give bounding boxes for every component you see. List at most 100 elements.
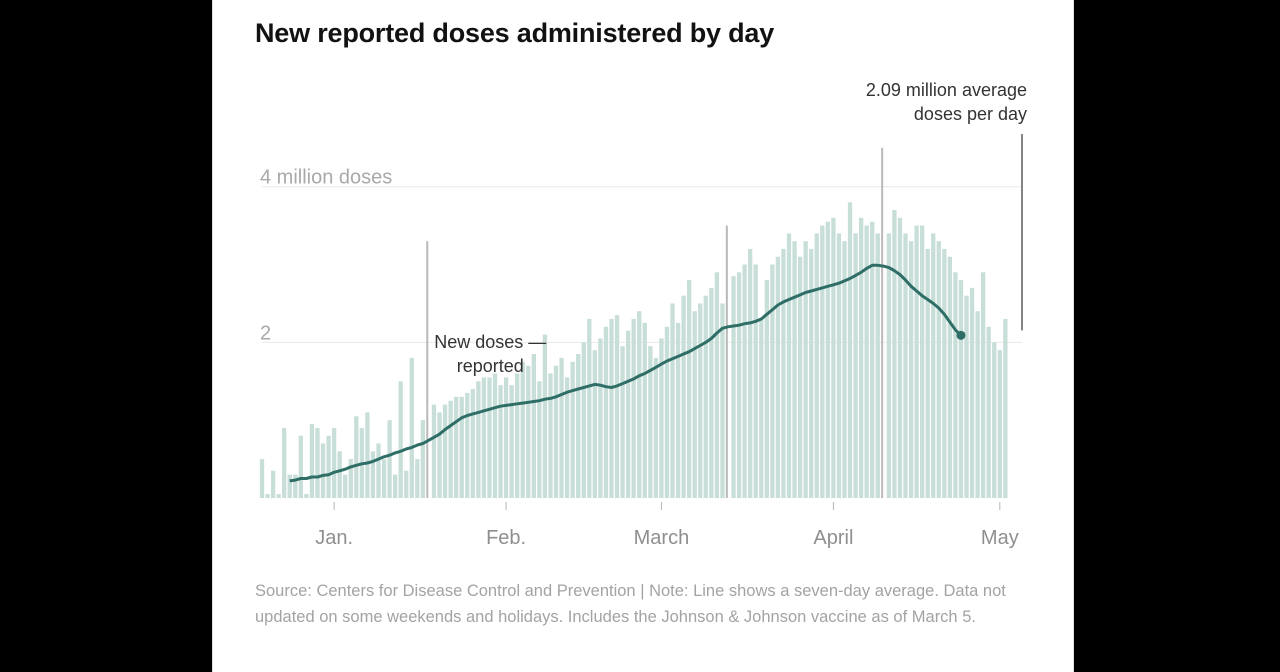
- bar-day-52: [548, 373, 553, 498]
- bar-day-123: [942, 248, 947, 498]
- y-tick-label-1: 4 million doses: [260, 167, 392, 189]
- bar-day-120: [925, 248, 930, 498]
- bar-day-14: [337, 451, 342, 498]
- bar-day-29: [420, 420, 426, 498]
- bar-day-79: [698, 303, 703, 498]
- bar-day-4: [282, 427, 287, 498]
- peak-note-line-1: doses per day: [914, 104, 1027, 124]
- average-line: [289, 263, 963, 483]
- bar-day-97: [797, 256, 803, 498]
- bar-day-38: [470, 389, 475, 498]
- bar-day-103: [831, 217, 836, 498]
- bar-day-73: [664, 326, 670, 498]
- bar-day-72: [659, 338, 664, 498]
- bar-day-66: [625, 330, 631, 498]
- bar-day-44: [503, 377, 509, 498]
- bar-day-2: [270, 470, 276, 498]
- chart-title: New reported doses administered by day: [255, 18, 775, 48]
- bar-day-83: [720, 303, 725, 498]
- bar-day-16: [348, 459, 353, 498]
- bar-day-20: [370, 451, 376, 498]
- bar-day-100: [814, 233, 819, 499]
- bar-day-59: [587, 319, 592, 498]
- bar-day-40: [481, 377, 487, 498]
- series-note-line-1: reported: [457, 356, 524, 376]
- bar-day-69: [642, 322, 647, 498]
- bar-day-19: [365, 412, 370, 498]
- bar-day-41: [487, 377, 492, 498]
- bar-day-34: [448, 400, 453, 498]
- bar-day-56: [570, 361, 575, 498]
- bar-day-33: [442, 404, 448, 498]
- bar-day-65: [620, 346, 625, 498]
- bar-day-35: [454, 396, 459, 498]
- bar-day-42: [492, 373, 498, 498]
- bar-day-87: [742, 264, 747, 498]
- bar-day-63: [609, 319, 614, 498]
- bar-day-85: [731, 276, 736, 498]
- bar-day-112: [881, 147, 884, 499]
- bar-day-91: [764, 280, 769, 498]
- source-note: Source: Centers for Disease Control and …: [255, 582, 1006, 626]
- bar-day-80: [703, 295, 708, 498]
- bar-day-96: [792, 241, 797, 498]
- average-line-layer: [289, 263, 966, 483]
- bar-day-105: [842, 241, 847, 498]
- bar-day-131: [986, 326, 991, 498]
- bar-day-77: [686, 280, 692, 498]
- bar-day-10: [315, 427, 320, 498]
- bar-day-53: [553, 365, 559, 498]
- bar-day-22: [381, 459, 387, 498]
- bar-day-82: [714, 272, 720, 498]
- bar-day-62: [603, 326, 609, 498]
- bar-day-15: [343, 474, 348, 498]
- bar-day-94: [781, 248, 786, 498]
- bar-day-109: [864, 225, 869, 498]
- bar-day-127: [964, 295, 969, 498]
- bar-day-67: [631, 319, 636, 498]
- bar-day-134: [1003, 319, 1008, 498]
- bar-day-106: [847, 202, 853, 498]
- bar-day-70: [648, 346, 653, 498]
- daily-dose-bars: [259, 147, 1008, 499]
- bar-day-58: [581, 342, 586, 498]
- bar-day-0: [259, 459, 265, 498]
- bar-day-23: [387, 420, 392, 498]
- bar-day-17: [354, 416, 359, 498]
- bar-day-114: [892, 210, 897, 499]
- bar-day-104: [836, 233, 842, 499]
- bar-day-64: [614, 315, 620, 498]
- bar-day-89: [753, 264, 758, 498]
- bar-day-3: [276, 494, 281, 498]
- latest-average-dot: [956, 330, 966, 340]
- gridlines: [262, 186, 1022, 343]
- peak-note-line-0: 2.09 million average: [866, 80, 1027, 100]
- bar-day-115: [897, 217, 903, 498]
- bar-day-24: [392, 474, 398, 498]
- bar-day-81: [709, 287, 714, 498]
- bar-day-57: [576, 354, 581, 498]
- bar-day-39: [476, 381, 481, 498]
- bar-day-51: [542, 334, 548, 498]
- bar-day-60: [592, 350, 598, 498]
- bar-day-45: [509, 385, 514, 498]
- bar-day-86: [736, 272, 742, 498]
- bar-day-25: [398, 381, 403, 498]
- bar-day-84: [725, 225, 728, 498]
- bar-day-54: [559, 357, 564, 498]
- bar-day-133: [997, 350, 1002, 498]
- bar-day-68: [637, 311, 642, 498]
- bar-day-13: [331, 427, 337, 498]
- x-tick-label-2: March: [634, 527, 690, 549]
- bar-day-121: [931, 233, 936, 499]
- bar-day-93: [775, 256, 781, 498]
- bar-day-88: [748, 248, 753, 498]
- bar-day-37: [465, 392, 470, 498]
- x-tick-label-1: Feb.: [486, 527, 526, 549]
- bar-day-5: [287, 474, 292, 498]
- bar-day-126: [958, 280, 964, 498]
- bar-day-21: [376, 443, 381, 498]
- bar-day-43: [498, 385, 503, 498]
- bar-day-36: [459, 396, 464, 498]
